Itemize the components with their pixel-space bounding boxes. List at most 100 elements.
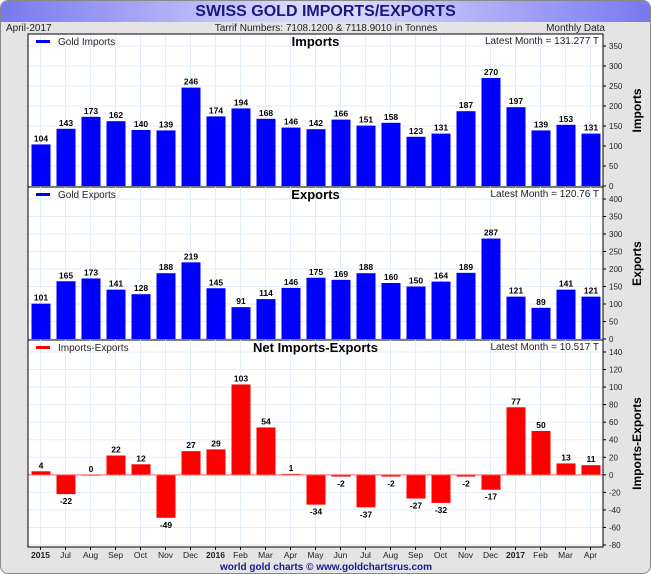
data-label: 1 xyxy=(289,463,294,473)
data-label: -27 xyxy=(410,501,423,511)
x-tick-label: Dec xyxy=(483,550,499,560)
data-label: 150 xyxy=(409,276,423,286)
bar-exports-1 xyxy=(56,281,76,339)
y-tick-label: 20 xyxy=(609,453,618,462)
bar-imports-6 xyxy=(181,87,201,186)
bar-imports-2 xyxy=(81,116,101,186)
panel-title: Exports xyxy=(291,187,339,202)
x-tick-label: 2017 xyxy=(506,550,525,560)
panel-title: Imports xyxy=(292,34,340,49)
date-label: April-2017 xyxy=(6,23,52,34)
y-tick-label: -80 xyxy=(609,541,621,550)
footer-credit[interactable]: world gold charts © www.goldchartsrus.co… xyxy=(219,562,433,573)
legend-swatch xyxy=(36,193,50,196)
data-label: 101 xyxy=(34,293,48,303)
data-label: 246 xyxy=(184,77,198,87)
data-label: -49 xyxy=(160,520,173,530)
x-tick-label: Feb xyxy=(533,550,548,560)
bar-imports-3 xyxy=(106,121,126,186)
y-tick-label: 0 xyxy=(609,182,614,191)
bar-imports-20 xyxy=(531,130,551,186)
x-tick-label: Jul xyxy=(360,550,371,560)
x-tick-label: Apr xyxy=(284,550,297,560)
y-axis-label: Imports xyxy=(630,88,644,132)
bar-exports-12 xyxy=(331,279,351,339)
bar-exports-15 xyxy=(406,286,426,339)
data-label: -2 xyxy=(337,479,345,489)
y-tick-label: 300 xyxy=(609,230,623,239)
bar-net-14 xyxy=(381,474,401,477)
x-tick-label: Oct xyxy=(134,550,148,560)
data-label: 22 xyxy=(111,445,121,455)
y-tick-label: 80 xyxy=(609,401,618,410)
y-tick-label: 50 xyxy=(609,318,618,327)
data-label: -34 xyxy=(310,507,323,517)
bar-imports-14 xyxy=(381,122,401,186)
bar-imports-17 xyxy=(456,111,476,186)
y-tick-label: 150 xyxy=(609,283,623,292)
data-label: 175 xyxy=(309,267,323,277)
bar-imports-11 xyxy=(306,129,326,186)
data-label: 173 xyxy=(84,106,98,116)
data-label: 160 xyxy=(384,272,398,282)
data-label: 104 xyxy=(34,133,48,143)
y-tick-label: 350 xyxy=(609,42,623,51)
y-tick-label: 200 xyxy=(609,265,623,274)
y-axis-label: Imports-Exports xyxy=(630,397,644,490)
y-tick-label: 350 xyxy=(609,213,623,222)
data-label: 27 xyxy=(186,440,196,450)
y-tick-label: 400 xyxy=(609,195,623,204)
bar-exports-0 xyxy=(31,303,51,339)
y-tick-label: 120 xyxy=(609,366,623,375)
legend-label: Gold Exports xyxy=(58,190,116,201)
data-label: 145 xyxy=(209,277,223,287)
data-label: 194 xyxy=(234,97,248,107)
latest-month: Latest Month = 131.277 T xyxy=(485,36,599,47)
data-label: 151 xyxy=(359,115,373,125)
x-tick-label: 2015 xyxy=(31,550,50,560)
y-tick-label: 150 xyxy=(609,122,623,131)
data-label: 12 xyxy=(136,453,146,463)
bar-net-22 xyxy=(581,465,601,475)
bar-exports-9 xyxy=(256,299,276,339)
bar-net-7 xyxy=(206,449,226,475)
data-label: 29 xyxy=(211,438,221,448)
legend-swatch xyxy=(36,346,50,349)
data-label: 189 xyxy=(459,262,473,272)
panel-title: Net Imports-Exports xyxy=(253,340,378,355)
bar-net-19 xyxy=(506,407,526,475)
data-label: 197 xyxy=(509,96,523,106)
x-tick-label: Aug xyxy=(383,550,398,560)
y-tick-label: 0 xyxy=(609,335,614,344)
legend-label: Imports-Exports xyxy=(58,343,129,354)
data-label: 141 xyxy=(559,279,573,289)
data-label: 139 xyxy=(534,119,548,129)
data-label: 169 xyxy=(334,269,348,279)
bar-imports-1 xyxy=(56,128,76,186)
bar-exports-21 xyxy=(556,289,576,339)
data-label: -2 xyxy=(387,479,395,489)
data-label: 164 xyxy=(434,271,448,281)
x-tick-label: May xyxy=(307,550,324,560)
data-label: 140 xyxy=(134,119,148,129)
data-label: -17 xyxy=(485,492,498,502)
bar-exports-6 xyxy=(181,262,201,339)
data-label: 54 xyxy=(261,416,271,426)
y-tick-label: -20 xyxy=(609,488,621,497)
data-label: 188 xyxy=(159,262,173,272)
bar-imports-9 xyxy=(256,118,276,186)
bar-imports-18 xyxy=(481,78,501,186)
bar-net-0 xyxy=(31,471,51,475)
data-label: 142 xyxy=(309,118,323,128)
x-tick-label: Aug xyxy=(83,550,98,560)
y-tick-label: 250 xyxy=(609,248,623,257)
data-label: 77 xyxy=(511,396,521,406)
data-label: 139 xyxy=(159,119,173,129)
bar-net-3 xyxy=(106,455,126,475)
data-label: 153 xyxy=(559,114,573,124)
data-label: 188 xyxy=(359,262,373,272)
bar-exports-16 xyxy=(431,281,451,339)
bar-imports-7 xyxy=(206,116,226,186)
data-label: 146 xyxy=(284,117,298,127)
